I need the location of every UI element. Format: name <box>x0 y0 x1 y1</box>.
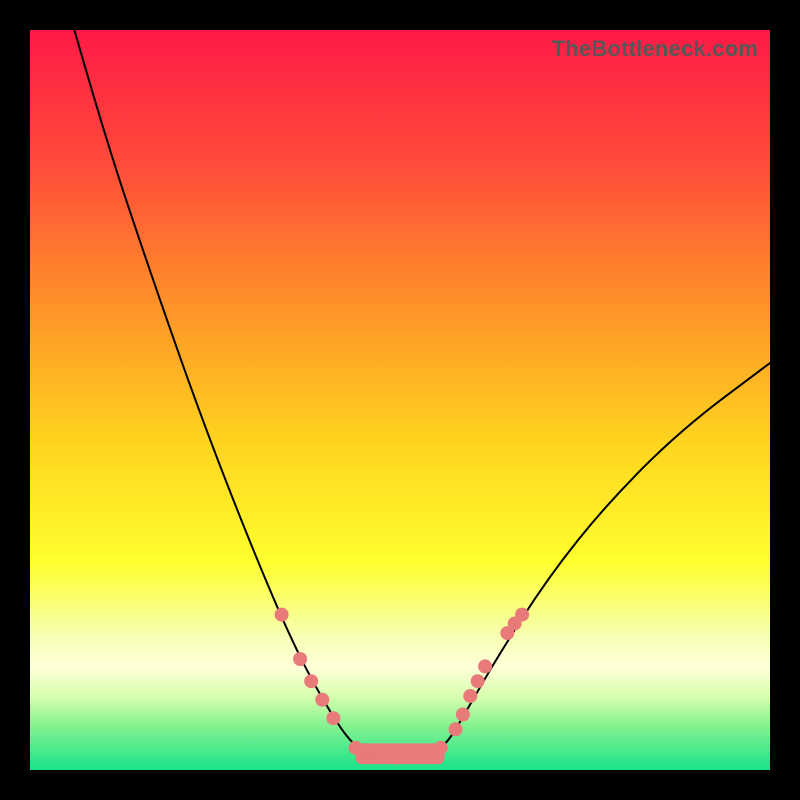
marker-point <box>375 749 389 763</box>
marker-point <box>419 747 433 761</box>
marker-point <box>326 711 340 725</box>
marker-point <box>478 659 492 673</box>
marker-point <box>456 708 470 722</box>
watermark-text: TheBottleneck.com <box>552 36 758 62</box>
marker-point <box>315 693 329 707</box>
marker-point <box>404 750 418 764</box>
marker-point <box>471 674 485 688</box>
marker-point <box>349 741 363 755</box>
chart-frame: TheBottleneck.com <box>0 0 800 800</box>
marker-point <box>293 652 307 666</box>
bottleneck-curve-chart <box>30 30 770 770</box>
marker-point <box>304 674 318 688</box>
marker-point <box>449 722 463 736</box>
marker-point <box>275 608 289 622</box>
marker-point <box>389 750 403 764</box>
marker-point <box>463 689 477 703</box>
plot-area <box>30 30 770 770</box>
gradient-background <box>30 30 770 770</box>
marker-point <box>434 741 448 755</box>
marker-point <box>515 608 529 622</box>
